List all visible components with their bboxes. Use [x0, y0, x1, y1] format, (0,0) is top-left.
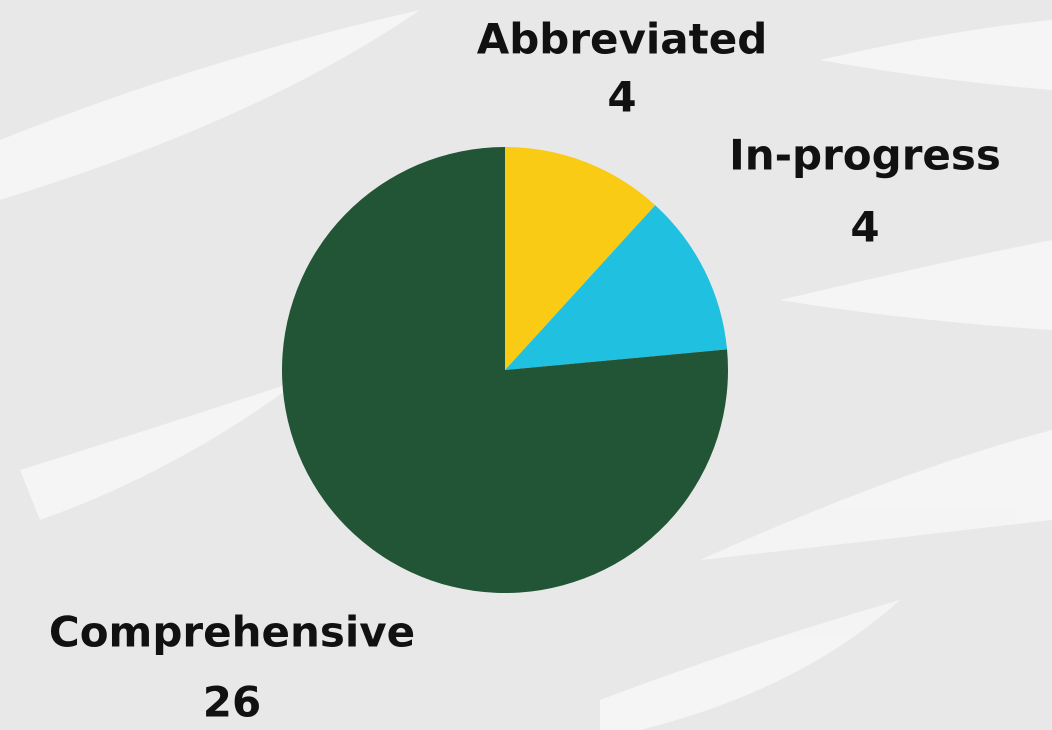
- pie-slice: [282, 147, 728, 593]
- leaf: [700, 430, 1052, 560]
- leaf: [0, 10, 420, 200]
- pie-slice: [505, 147, 656, 370]
- slice-label: Abbreviated: [477, 15, 768, 64]
- leaf: [600, 600, 900, 730]
- leaf: [20, 380, 300, 520]
- slice-label: Comprehensive: [49, 608, 415, 657]
- background-leaves: [0, 10, 1052, 730]
- leaf: [780, 240, 1052, 330]
- slice-value: 4: [607, 73, 636, 122]
- leaf: [820, 20, 1052, 90]
- slice-label: In-progress: [729, 131, 1001, 180]
- slice-value: 4: [850, 203, 879, 252]
- slice-value: 26: [203, 678, 261, 727]
- pie-slice: [505, 205, 728, 370]
